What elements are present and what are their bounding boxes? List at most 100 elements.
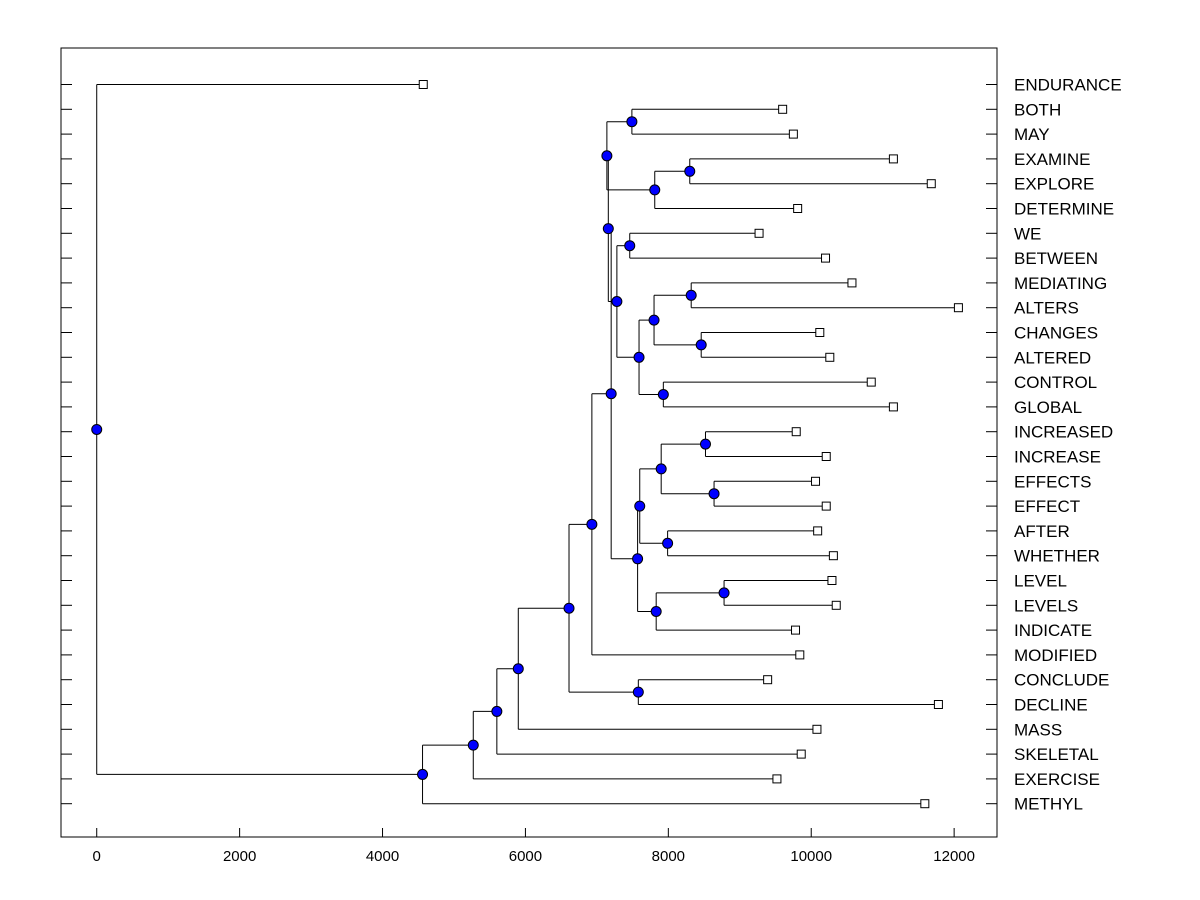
leaf-label: EFFECTS <box>1014 472 1091 491</box>
leaf-label: EXAMINE <box>1014 150 1091 169</box>
leaf-label: EXERCISE <box>1014 770 1100 789</box>
leaf-marker <box>763 675 773 685</box>
axis-ticks <box>61 84 997 837</box>
leaf-marker <box>866 377 876 387</box>
merge-node <box>491 705 503 717</box>
leaf-marker <box>920 799 930 809</box>
merge-node <box>718 587 730 599</box>
leaf-label: ENDURANCE <box>1014 76 1122 95</box>
leaf-marker <box>821 452 831 461</box>
leaf-marker <box>825 352 835 362</box>
leaf-marker <box>778 104 788 114</box>
leaf-label: CHANGES <box>1014 324 1098 343</box>
leaf-marker <box>821 253 831 263</box>
leaf-marker <box>772 774 782 784</box>
leaf-marker <box>821 501 831 511</box>
leaf-marker <box>828 551 838 561</box>
merge-node <box>650 606 662 617</box>
merge-node <box>467 739 479 751</box>
x-tick-label: 4000 <box>366 848 399 865</box>
merge-node <box>512 663 524 675</box>
merge-node <box>605 388 617 400</box>
merge-node <box>632 553 644 565</box>
leaf-label: EFFECT <box>1014 497 1080 516</box>
leaf-label: DECLINE <box>1014 696 1088 715</box>
leaf-label: SKELETAL <box>1014 745 1099 764</box>
merge-node <box>624 240 636 252</box>
leaf-label: CONCLUDE <box>1014 671 1109 690</box>
leaf-marker <box>795 650 805 660</box>
leaf-marker <box>888 402 898 412</box>
merge-node <box>649 184 661 196</box>
plot-frame <box>60 47 998 838</box>
leaf-marker <box>933 700 943 709</box>
leaf-label: INCREASED <box>1014 423 1113 442</box>
leaf-label: MAY <box>1014 125 1050 144</box>
x-tick-label: 8000 <box>652 848 685 865</box>
merge-node <box>601 150 613 162</box>
leaf-label: BOTH <box>1014 100 1061 119</box>
leaf-marker <box>793 204 803 213</box>
leaf-markers <box>418 80 963 809</box>
merge-node <box>699 438 711 450</box>
leaf-marker <box>791 625 801 635</box>
leaf-label: ALTERED <box>1014 348 1091 367</box>
x-tick-label: 2000 <box>223 848 256 865</box>
merge-node <box>634 500 646 512</box>
leaf-label: LEVEL <box>1014 572 1067 591</box>
leaf-label: MASS <box>1014 720 1062 739</box>
merge-node <box>563 602 575 614</box>
leaf-label: MEDIATING <box>1014 274 1107 293</box>
x-tick-label: 10000 <box>790 848 832 865</box>
leaf-marker <box>791 427 801 437</box>
merge-node <box>586 518 598 530</box>
leaf-marker <box>754 228 764 238</box>
leaf-label: INDICATE <box>1014 621 1092 640</box>
leaf-marker <box>888 154 898 164</box>
leaf-label: DETERMINE <box>1014 200 1114 219</box>
leaf-label: GLOBAL <box>1014 398 1082 417</box>
merge-node <box>633 351 645 363</box>
leaf-label: WE <box>1014 224 1041 243</box>
merge-node <box>626 116 638 128</box>
leaf-marker <box>418 80 428 89</box>
x-tick-labels: 0 2000 4000 6000 8000 10000 12000 <box>93 848 975 865</box>
leaf-marker <box>811 476 821 486</box>
leaf-label: MODIFIED <box>1014 646 1097 665</box>
leaf-marker <box>953 303 963 313</box>
leaf-marker <box>812 724 822 734</box>
x-tick-label: 12000 <box>933 848 975 865</box>
leaf-marker <box>813 526 823 536</box>
merge-node <box>611 296 623 307</box>
merge-node <box>648 314 660 326</box>
merge-node <box>708 488 720 500</box>
leaf-marker <box>827 576 837 585</box>
x-tick-label: 6000 <box>509 848 542 865</box>
leaf-marker <box>788 129 798 139</box>
merge-node <box>684 165 696 177</box>
merge-node <box>655 463 667 475</box>
merge-node <box>662 537 674 549</box>
x-tick-label: 0 <box>93 848 101 865</box>
leaf-label: INCREASE <box>1014 448 1101 467</box>
merge-node <box>695 339 707 351</box>
leaf-label: BETWEEN <box>1014 249 1098 268</box>
leaf-marker <box>926 179 936 189</box>
leaf-labels: ENDURANCE BOTH MAY EXAMINE EXPLORE DETERMINE W… <box>1014 76 1122 814</box>
leaf-label: EXPLORE <box>1014 175 1094 194</box>
merge-node <box>602 223 614 235</box>
leaf-label: METHYL <box>1014 795 1083 814</box>
merge-node <box>657 389 669 400</box>
leaf-marker <box>831 600 841 610</box>
leaf-label: ALTERS <box>1014 299 1079 318</box>
merge-node <box>91 423 103 435</box>
leaf-marker <box>796 749 806 759</box>
merge-node <box>632 686 644 698</box>
leaf-label: AFTER <box>1014 522 1070 541</box>
leaf-label: CONTROL <box>1014 373 1097 392</box>
merge-nodes <box>91 116 730 780</box>
merge-node <box>417 768 429 780</box>
merge-node <box>685 289 697 301</box>
dendrogram-links <box>96 84 959 805</box>
